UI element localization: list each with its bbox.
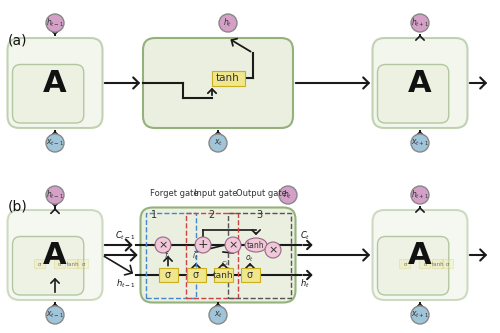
Text: $h_{t+1}$: $h_{t+1}$: [411, 189, 429, 201]
Text: σ: σ: [58, 261, 62, 266]
FancyBboxPatch shape: [372, 210, 468, 300]
FancyBboxPatch shape: [378, 236, 449, 295]
Circle shape: [46, 306, 64, 324]
Text: σ: σ: [446, 261, 450, 266]
Text: σ: σ: [165, 270, 171, 280]
Text: $i_t$: $i_t$: [192, 249, 198, 261]
FancyBboxPatch shape: [372, 38, 468, 128]
Text: 1: 1: [150, 209, 156, 219]
Text: tanh: tanh: [432, 261, 444, 266]
Circle shape: [195, 237, 211, 253]
Circle shape: [155, 237, 171, 253]
Circle shape: [225, 237, 241, 253]
Text: 2: 2: [208, 209, 215, 219]
Circle shape: [279, 186, 297, 204]
Ellipse shape: [245, 238, 267, 252]
FancyBboxPatch shape: [432, 259, 444, 268]
Text: $h_t$: $h_t$: [224, 17, 232, 29]
FancyBboxPatch shape: [418, 259, 430, 268]
Text: Input gate: Input gate: [194, 188, 237, 197]
Text: σ: σ: [193, 270, 199, 280]
FancyBboxPatch shape: [12, 236, 84, 295]
FancyBboxPatch shape: [76, 259, 88, 268]
FancyBboxPatch shape: [442, 259, 454, 268]
Text: ×: ×: [268, 245, 278, 255]
Text: $x_{t-1}$: $x_{t-1}$: [46, 138, 64, 148]
Text: $C_t$: $C_t$: [221, 259, 229, 268]
Circle shape: [265, 242, 281, 258]
Text: (b): (b): [8, 200, 28, 214]
Text: A: A: [43, 69, 67, 98]
Text: $h_t$: $h_t$: [300, 277, 310, 289]
Circle shape: [411, 14, 429, 32]
Text: $x_{t+1}$: $x_{t+1}$: [411, 138, 429, 148]
Text: $x_t$: $x_t$: [214, 138, 222, 148]
Text: $h_{t+1}$: $h_{t+1}$: [411, 17, 429, 29]
Text: σ: σ: [247, 270, 253, 280]
Circle shape: [411, 186, 429, 204]
FancyBboxPatch shape: [240, 268, 260, 282]
Text: σ: σ: [403, 261, 407, 266]
Text: Forget gate: Forget gate: [150, 188, 199, 197]
Circle shape: [46, 134, 64, 152]
Circle shape: [46, 14, 64, 32]
Text: ×: ×: [228, 240, 237, 250]
Text: tanh: tanh: [216, 73, 240, 83]
Text: $x_{t+1}$: $x_{t+1}$: [411, 310, 429, 320]
FancyBboxPatch shape: [398, 259, 410, 268]
Text: $o_t$: $o_t$: [245, 253, 254, 264]
Text: $f_t$: $f_t$: [164, 249, 171, 261]
Text: $C_t$: $C_t$: [300, 229, 311, 242]
FancyBboxPatch shape: [34, 259, 46, 268]
Text: $h_t$: $h_t$: [284, 189, 292, 201]
Text: tanh: tanh: [66, 261, 80, 266]
Text: $h_{t-1}$: $h_{t-1}$: [46, 189, 64, 201]
FancyBboxPatch shape: [143, 38, 293, 128]
Circle shape: [209, 134, 227, 152]
Circle shape: [411, 134, 429, 152]
Circle shape: [209, 306, 227, 324]
Text: $h_{t-1}$: $h_{t-1}$: [116, 277, 136, 289]
Text: (a): (a): [8, 33, 28, 47]
FancyBboxPatch shape: [8, 38, 102, 128]
Text: A: A: [408, 240, 432, 269]
FancyBboxPatch shape: [186, 268, 206, 282]
Circle shape: [46, 186, 64, 204]
Text: $h_{t-1}$: $h_{t-1}$: [46, 17, 64, 29]
Text: ×: ×: [158, 240, 168, 250]
FancyBboxPatch shape: [8, 210, 102, 300]
Text: σ: σ: [81, 261, 85, 266]
Text: $x_t$: $x_t$: [214, 310, 222, 320]
Text: $C_{t-1}$: $C_{t-1}$: [115, 229, 136, 242]
FancyBboxPatch shape: [66, 259, 78, 268]
Text: +: +: [198, 238, 208, 251]
Circle shape: [411, 306, 429, 324]
Text: A: A: [408, 69, 432, 98]
FancyBboxPatch shape: [54, 259, 66, 268]
FancyBboxPatch shape: [378, 65, 449, 123]
FancyBboxPatch shape: [212, 71, 244, 86]
FancyBboxPatch shape: [158, 268, 178, 282]
FancyBboxPatch shape: [214, 268, 233, 282]
Text: A: A: [43, 240, 67, 269]
Text: tanh: tanh: [212, 270, 234, 279]
Text: 3: 3: [256, 209, 262, 219]
FancyBboxPatch shape: [140, 207, 296, 302]
FancyBboxPatch shape: [12, 65, 84, 123]
Text: tanh: tanh: [247, 240, 265, 249]
Circle shape: [219, 14, 237, 32]
Text: σ: σ: [38, 261, 42, 266]
Text: $x_{t-1}$: $x_{t-1}$: [46, 310, 64, 320]
Text: Output gate: Output gate: [236, 188, 287, 197]
Text: σ: σ: [423, 261, 427, 266]
